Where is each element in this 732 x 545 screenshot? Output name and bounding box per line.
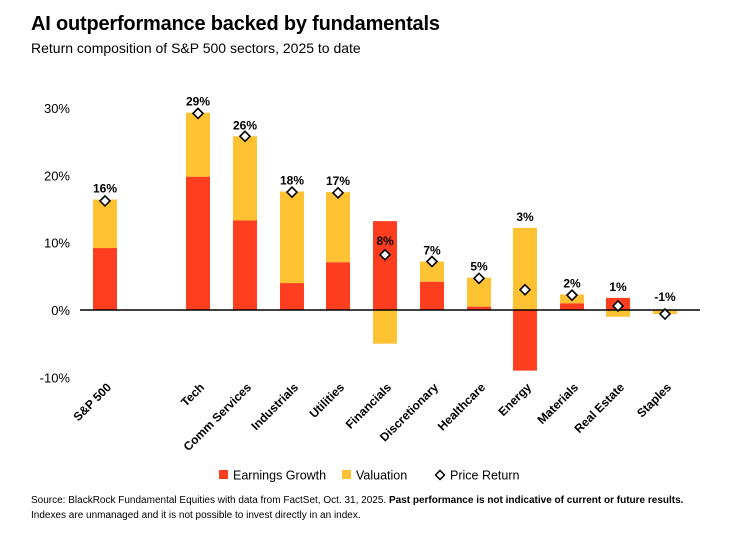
disclaimer-text: Past performance is not indicative of cu… — [388, 495, 684, 506]
price-return-marker — [331, 186, 345, 199]
valuation-bar — [186, 112, 210, 177]
x-tick-label: Healthcare — [435, 380, 489, 434]
valuation-bar — [93, 199, 117, 249]
y-tick-label: 10% — [44, 236, 70, 251]
data-label: 3% — [516, 210, 534, 224]
valuation-bar — [606, 310, 630, 317]
earnings-growth-bar — [420, 281, 444, 310]
price-return-marker — [285, 186, 299, 199]
legend-valuation-label: Valuation — [356, 469, 407, 483]
price-return-marker — [658, 307, 672, 321]
y-tick-label: 0% — [51, 303, 70, 318]
x-tick-label: Materials — [534, 380, 581, 427]
price-return-marker — [238, 130, 252, 143]
x-tick-label: S&P 500 — [70, 380, 114, 424]
y-tick-label: 20% — [44, 168, 70, 183]
valuation-bar — [233, 136, 257, 221]
data-label: 26% — [233, 118, 257, 132]
data-label: 16% — [93, 182, 117, 196]
price-return-marker — [518, 283, 532, 296]
price-return-marker — [191, 107, 205, 120]
data-label: 5% — [470, 260, 488, 274]
source-note: Source: BlackRock Fundamental Equities w… — [31, 493, 711, 523]
data-label: -1% — [654, 290, 676, 304]
valuation-bar — [326, 192, 350, 263]
x-tick-label: Utilities — [307, 380, 348, 421]
legend-earnings-growth-label: Earnings Growth — [233, 469, 326, 483]
x-tick-label: Energy — [495, 380, 534, 419]
x-tick-label: Tech — [178, 380, 207, 409]
legend-earnings-growth-swatch — [219, 470, 228, 479]
chart-area: 30% 20% 10% 0% -10% 16% 29% 26% 18% 17% 8% 7% 5% 3% 2%… — [40, 95, 700, 483]
x-tick-label: Staples — [634, 380, 674, 420]
y-tick-label: 30% — [44, 101, 70, 116]
x-tick-label: Industrials — [248, 380, 301, 433]
data-label: 7% — [423, 244, 441, 258]
y-tick-label: -10% — [40, 370, 71, 385]
price-return-marker — [98, 194, 112, 208]
x-tick-label: Real Estate — [571, 380, 627, 436]
earnings-growth-bar — [326, 262, 350, 310]
valuation-bar — [420, 261, 444, 282]
data-label: 2% — [563, 277, 581, 291]
valuation-bar — [513, 227, 537, 310]
chart-title: AI outperformance backed by fundamentals — [31, 13, 440, 35]
valuation-bar — [373, 310, 397, 344]
price-return-marker — [565, 289, 579, 302]
earnings-growth-bar — [280, 283, 304, 310]
valuation-bar — [280, 191, 304, 284]
price-return-marker — [425, 255, 439, 268]
source-text-end: Indexes are unmanaged and it is not poss… — [31, 510, 361, 521]
chart-subtitle: Return composition of S&P 500 sectors, 2… — [31, 40, 361, 56]
data-label: 17% — [326, 174, 350, 188]
price-return-marker — [378, 248, 392, 261]
source-text: Source: BlackRock Fundamental Equities w… — [31, 495, 389, 506]
price-return-marker — [611, 299, 625, 313]
earnings-growth-bar — [373, 221, 397, 310]
earnings-growth-bar — [233, 220, 257, 310]
earnings-growth-bar — [513, 310, 537, 371]
earnings-growth-bar — [93, 248, 117, 310]
legend-valuation-swatch — [342, 470, 351, 479]
data-label: 18% — [280, 173, 304, 187]
earnings-growth-bar — [560, 303, 584, 310]
data-label: 8% — [376, 234, 394, 248]
earnings-growth-bar — [186, 176, 210, 310]
data-label: 1% — [609, 280, 627, 294]
data-label: 29% — [186, 95, 210, 109]
price-return-marker — [472, 272, 486, 285]
legend-price-return-label: Price Return — [450, 469, 520, 483]
earnings-growth-bar — [467, 306, 491, 310]
legend-price-return-swatch — [434, 469, 446, 481]
